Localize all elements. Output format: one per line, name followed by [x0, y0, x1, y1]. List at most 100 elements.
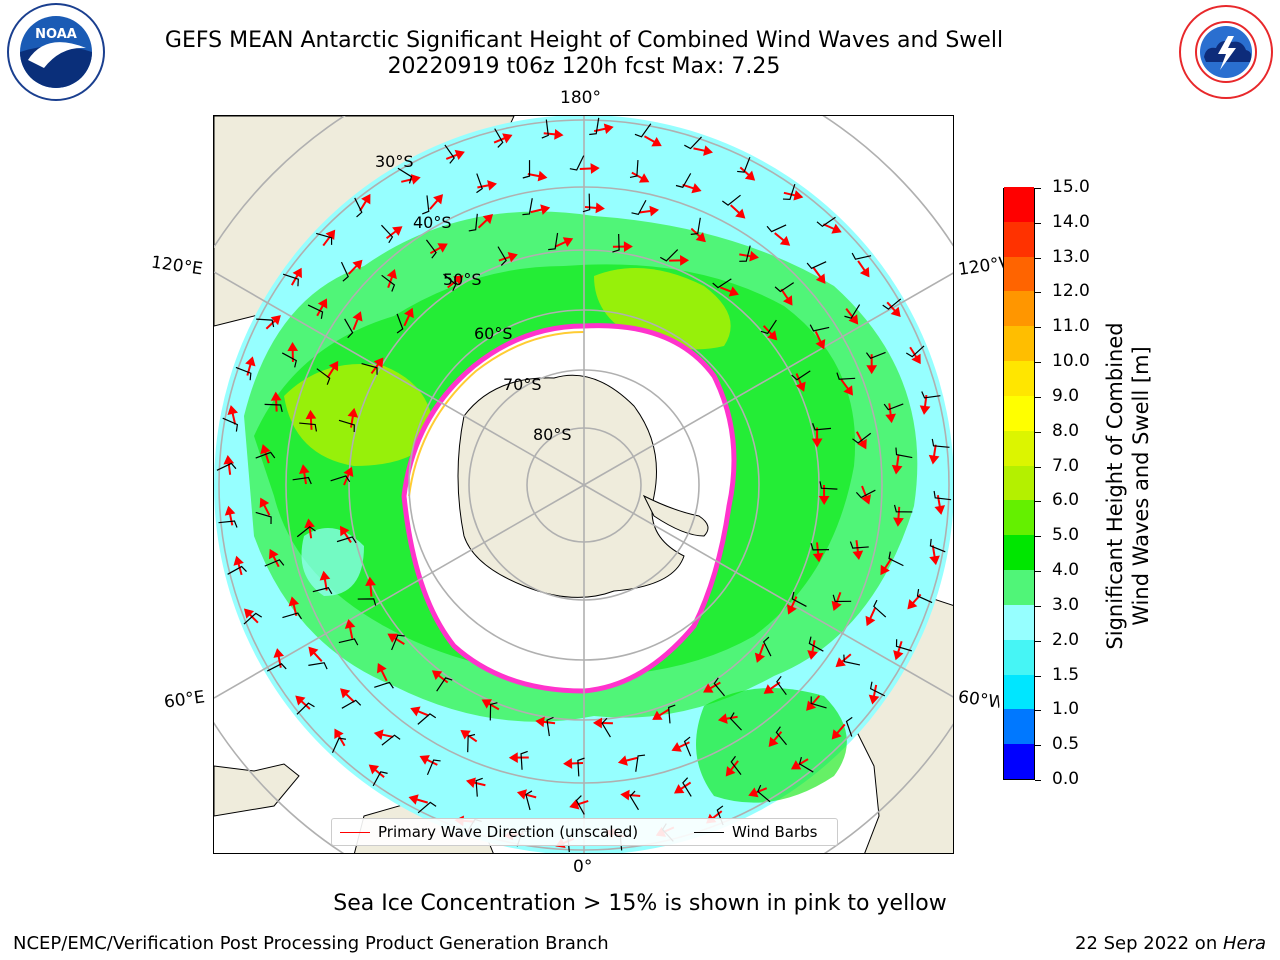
colorbar-tick: [1035, 745, 1041, 747]
colorbar-tick: [1035, 466, 1041, 468]
wave-arrowhead: [305, 409, 317, 420]
wave-arrowhead: [843, 385, 854, 396]
wave-arrowhead: [288, 596, 300, 607]
colorbar-tick-label: 0.5: [1052, 734, 1080, 755]
wave-arrowhead: [487, 180, 497, 191]
wind-barb: [443, 273, 457, 292]
wave-arrowhead: [223, 455, 235, 465]
wave-arrowhead: [352, 259, 363, 270]
wind-barb: [888, 551, 904, 567]
wind-barb: [883, 403, 904, 411]
wave-arrowhead: [433, 194, 444, 205]
wind-barb: [933, 490, 952, 501]
sea-ice-note: Sea Ice Concentration > 15% is shown in …: [333, 891, 947, 916]
colorbar-tick: [1035, 222, 1041, 224]
wind-barb: [426, 759, 441, 776]
wind-barb: [331, 737, 347, 754]
wind-barb: [468, 213, 478, 232]
wind-barb: [307, 304, 324, 319]
colorbar-segment: [1004, 534, 1034, 571]
colorbar-segment: [1004, 604, 1034, 640]
wave-arrowhead: [377, 662, 387, 674]
colorbar-tick: [1035, 257, 1041, 259]
wave-arrowhead: [911, 353, 921, 365]
wind-barb: [791, 370, 811, 381]
colorbar-tick-label: 1.0: [1052, 699, 1080, 720]
colorbar-segment: [1004, 674, 1034, 710]
wave-arrowhead: [295, 695, 306, 706]
wind-barb: [548, 232, 559, 251]
wave-arrowhead: [885, 413, 896, 424]
legend-item-wave: Primary Wave Direction (unscaled): [340, 823, 638, 841]
colorbar-segment: [1004, 325, 1034, 362]
wind-barb: [629, 160, 639, 179]
colorbar-tick-label: 12.0: [1052, 281, 1090, 302]
wind-barb: [690, 217, 701, 235]
wave-field-3m-west-patch: [301, 528, 364, 596]
lat-label-40s: 40°S: [413, 213, 452, 232]
wave-arrowhead: [481, 699, 492, 709]
wind-barb: [631, 199, 647, 216]
colorbar-tick-label: 10.0: [1052, 351, 1090, 372]
colorbar-segment: [1004, 708, 1034, 745]
legend-wave-label: Primary Wave Direction (unscaled): [378, 823, 639, 841]
wave-arrowhead: [453, 275, 464, 286]
wave-arrowhead: [352, 311, 363, 322]
wind-barb: [282, 273, 299, 287]
wave-arrowhead: [859, 266, 870, 278]
colorbar-segment: [1004, 395, 1034, 431]
wind-barb: [729, 712, 742, 731]
colorbar-tick: [1035, 396, 1041, 398]
wave-arrowhead: [554, 128, 564, 140]
wind-barb: [865, 351, 886, 359]
wave-arrowhead: [907, 599, 918, 610]
wind-barb: [489, 702, 498, 721]
wind-barb: [612, 233, 620, 253]
wind-barb: [569, 155, 585, 171]
wind-barb: [281, 352, 297, 368]
colorbar-tick-label: 8.0: [1052, 420, 1080, 441]
wind-barb: [812, 423, 832, 431]
wave-arrowhead: [617, 755, 628, 766]
wave-arrowhead: [934, 505, 946, 515]
colorbar-tick-label: 13.0: [1052, 246, 1090, 267]
lat-label-70s: 70°S: [503, 375, 542, 394]
wind-barb: [299, 422, 318, 432]
colorbar-segment: [1004, 221, 1034, 257]
wind-barb: [316, 368, 331, 385]
wind-barb: [682, 777, 692, 797]
wave-arrowhead: [815, 339, 826, 350]
lat-label-60s: 60°S: [474, 324, 513, 343]
wind-barb: [851, 252, 872, 260]
footer-host: Hera: [1222, 933, 1266, 954]
wave-arrowhead: [410, 174, 421, 185]
wave-arrowhead: [744, 170, 756, 181]
colorbar-segment: [1004, 430, 1034, 466]
wave-arrowhead: [482, 214, 494, 225]
wind-barb: [372, 771, 388, 787]
antarctica-land: [457, 374, 685, 598]
colorbar-tick: [1035, 501, 1041, 503]
wind-barb: [882, 298, 902, 310]
wind-barb: [776, 675, 787, 696]
wave-arrowhead: [754, 652, 765, 663]
wave-arrowhead: [795, 381, 806, 392]
wind-barb: [381, 274, 396, 292]
wave-arrowhead: [919, 405, 931, 415]
colorbar-tick: [1035, 536, 1041, 538]
wave-arrowhead: [818, 495, 830, 505]
wind-barb: [381, 224, 394, 244]
wave-arrowhead: [735, 208, 746, 219]
wave-direction-arrows: [223, 123, 946, 849]
colorbar: [1003, 186, 1035, 780]
colorbar-label-line1: Significant Height of Combined: [1103, 322, 1127, 650]
wind-barb: [810, 542, 830, 551]
wind-barb: [810, 696, 827, 709]
wind-barb: [255, 451, 276, 459]
wave-arrowhead: [343, 466, 354, 478]
wind-barb: [916, 588, 933, 604]
colorbar-tick-label: 9.0: [1052, 385, 1080, 406]
legend-barb-label: Wind Barbs: [732, 823, 818, 841]
wave-arrowhead: [508, 752, 518, 763]
wave-arrowhead: [783, 295, 793, 306]
